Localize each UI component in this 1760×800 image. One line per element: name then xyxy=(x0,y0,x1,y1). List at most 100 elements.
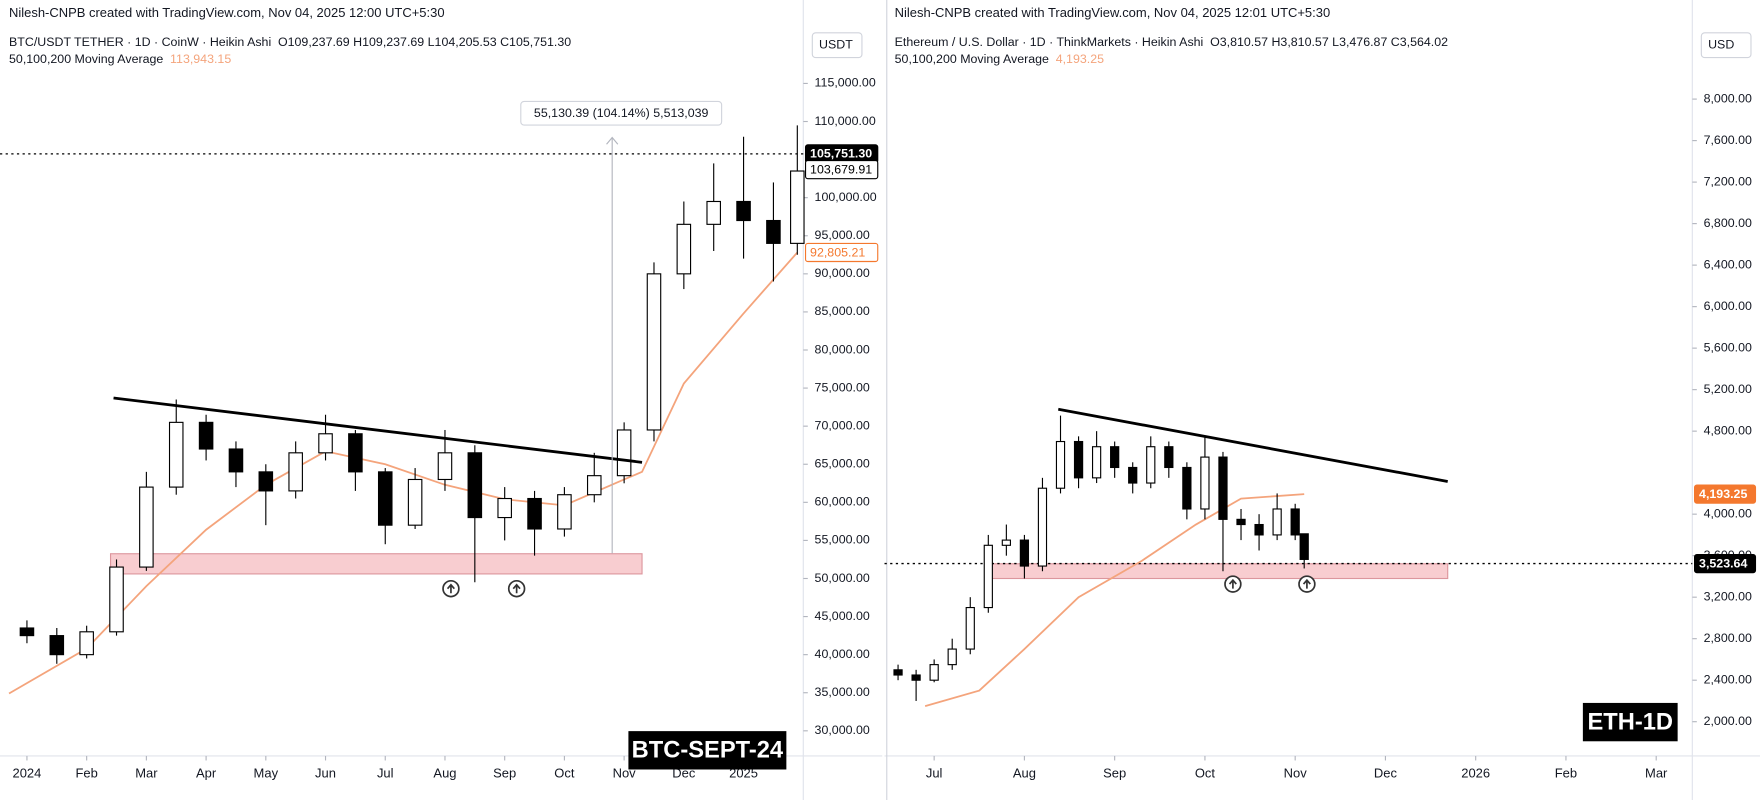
symbol-line: BTC/USDT TETHER · 1D · CoinW · Heikin As… xyxy=(9,35,571,49)
y-tick-label: 80,000.00 xyxy=(815,342,870,356)
x-tick-label: Nov xyxy=(1284,765,1308,780)
trendline xyxy=(113,396,643,464)
candle-body xyxy=(1164,446,1174,469)
y-tick-label: 35,000.00 xyxy=(815,685,870,699)
y-tick-label: 60,000.00 xyxy=(815,495,870,509)
price-label: 4,193.25 xyxy=(1699,487,1747,501)
ma-value: 113,943.15 xyxy=(170,52,231,66)
x-tick-label: Aug xyxy=(1013,765,1036,780)
candle-body xyxy=(1299,533,1309,560)
candle-body xyxy=(1290,508,1300,536)
x-tick-label: Jul xyxy=(377,765,394,780)
candle-body xyxy=(983,544,993,609)
candle-body xyxy=(497,497,512,519)
ma-legend: 50,100,200 Moving Average 113,943.15 xyxy=(9,52,231,66)
y-tick-label: 2,000.00 xyxy=(1704,714,1752,728)
candle-body xyxy=(1073,440,1084,479)
candle-body xyxy=(790,170,805,244)
watermark-box xyxy=(628,731,787,770)
y-tick-label: 30,000.00 xyxy=(815,723,870,737)
x-tick-label: Jul xyxy=(926,765,943,780)
x-tick-label: Sep xyxy=(1103,765,1126,780)
candle-body xyxy=(19,627,35,637)
measure-label: 55,130.39 (104.14%) 5,513,039 xyxy=(534,106,709,120)
ohlc-values: O109,237.69 H109,237.69 L104,205.53 C105… xyxy=(278,35,571,49)
candle-body xyxy=(1055,440,1066,489)
y-tick-label: 95,000.00 xyxy=(815,228,870,242)
candle-body xyxy=(1019,539,1030,567)
candle-body xyxy=(676,223,692,275)
candle-body xyxy=(911,674,921,681)
candle-body xyxy=(407,478,423,526)
ohlc-values: O3,810.57 H3,810.57 L3,476.87 C3,564.02 xyxy=(1210,35,1448,49)
candle-body xyxy=(1128,466,1138,484)
candle-body xyxy=(1091,446,1102,479)
y-tick-label: 3,200.00 xyxy=(1704,589,1752,603)
candle-body xyxy=(1218,456,1228,520)
candle-body xyxy=(947,648,957,666)
y-tick-label: 7,600.00 xyxy=(1704,133,1752,147)
y-tick-label: 6,400.00 xyxy=(1704,257,1752,271)
unit-box xyxy=(1700,32,1752,59)
candle-body xyxy=(766,219,781,244)
marker-arrow xyxy=(446,583,455,594)
ma-legend: 50,100,200 Moving Average 4,193.25 xyxy=(895,52,1104,66)
candle-body xyxy=(616,429,632,477)
candle-body xyxy=(1146,446,1156,484)
candle-body xyxy=(377,471,393,526)
y-tick-label: 7,200.00 xyxy=(1704,174,1752,188)
candle-body xyxy=(1182,466,1192,510)
y-tick-label: 5,200.00 xyxy=(1704,382,1752,396)
x-tick-label: Jun xyxy=(315,765,336,780)
price-label-box xyxy=(1694,554,1757,574)
ma-value: 4,193.25 xyxy=(1056,52,1104,66)
y-tick-label: 50,000.00 xyxy=(815,571,870,585)
y-tick-label: 6,800.00 xyxy=(1704,216,1752,230)
x-tick-label: Dec xyxy=(1374,765,1398,780)
x-tick-label: Apr xyxy=(196,765,217,780)
marker-arrow xyxy=(1302,578,1311,589)
price-label: 3,523.64 xyxy=(1699,556,1747,570)
price-label-box xyxy=(804,160,879,180)
y-tick-label: 8,000.00 xyxy=(1704,91,1752,105)
symbol-line: Ethereum / U.S. Dollar · 1D · ThinkMarke… xyxy=(895,35,1449,49)
y-tick-label: 2,800.00 xyxy=(1704,631,1752,645)
candle-body xyxy=(893,669,903,676)
unit-label: USDT xyxy=(819,37,853,51)
y-tick-label: 70,000.00 xyxy=(815,418,870,432)
unit-box xyxy=(811,32,863,59)
x-tick-label: Sep xyxy=(493,765,516,780)
candle-body xyxy=(288,452,303,492)
y-tick-label: 2,400.00 xyxy=(1704,672,1752,686)
candle-body xyxy=(1272,508,1282,536)
y-tick-label: 4,800.00 xyxy=(1704,423,1752,437)
y-tick-label: 75,000.00 xyxy=(815,380,870,394)
candle-body xyxy=(929,664,939,681)
candle-body xyxy=(1001,539,1011,546)
candle-body xyxy=(348,433,363,473)
candle-body xyxy=(586,475,602,496)
candle-body xyxy=(706,200,721,225)
candle-body xyxy=(228,448,244,473)
y-tick-label: 115,000.00 xyxy=(815,76,876,90)
x-tick-label: Oct xyxy=(1195,765,1216,780)
marker-arrow xyxy=(1228,578,1237,589)
candle-body xyxy=(557,494,572,530)
x-tick-label: Oct xyxy=(554,765,575,780)
x-tick-label: 2026 xyxy=(1461,765,1490,780)
candle-body xyxy=(258,471,274,492)
marker-arrow xyxy=(512,583,521,594)
candle-body xyxy=(646,273,662,431)
symbol-title: Ethereum / U.S. Dollar · 1D · ThinkMarke… xyxy=(895,35,1204,49)
unit-label: USD xyxy=(1708,37,1734,51)
measure-box xyxy=(520,100,723,126)
author-line: Nilesh-CNPB created with TradingView.com… xyxy=(895,5,1331,20)
candle-body xyxy=(1200,456,1210,510)
watermark: BTC-SEPT-24 xyxy=(632,738,784,764)
y-tick-label: 90,000.00 xyxy=(815,266,870,280)
x-tick-label: May xyxy=(254,765,279,780)
support-zone xyxy=(109,553,643,575)
x-tick-label: Feb xyxy=(75,765,97,780)
candle-body xyxy=(1110,446,1120,469)
